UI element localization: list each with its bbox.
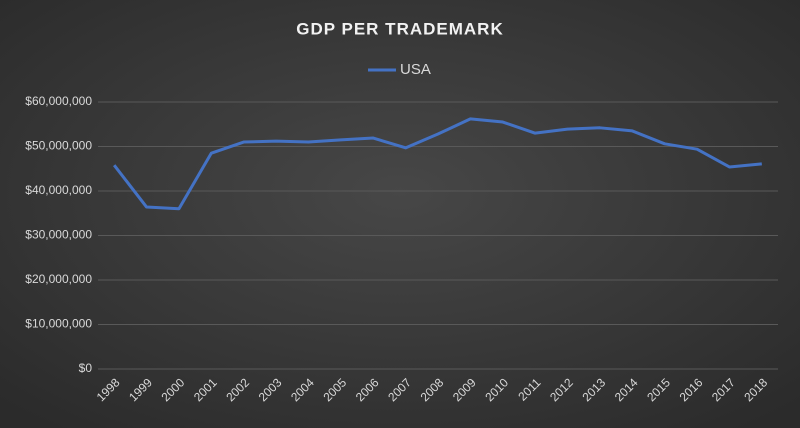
y-tick-label: $0 — [79, 361, 93, 375]
y-tick-label: $40,000,000 — [25, 183, 92, 197]
legend-label: USA — [400, 61, 431, 78]
y-tick-label: $50,000,000 — [25, 139, 92, 153]
series-line — [113, 117, 762, 211]
chart-title: GDP PER TRADEMARK — [296, 19, 503, 38]
y-tick-label: $60,000,000 — [25, 94, 92, 108]
y-tick-label: $10,000,000 — [25, 317, 92, 331]
y-tick-label: $20,000,000 — [25, 272, 92, 286]
y-tick-label: $30,000,000 — [25, 228, 92, 242]
